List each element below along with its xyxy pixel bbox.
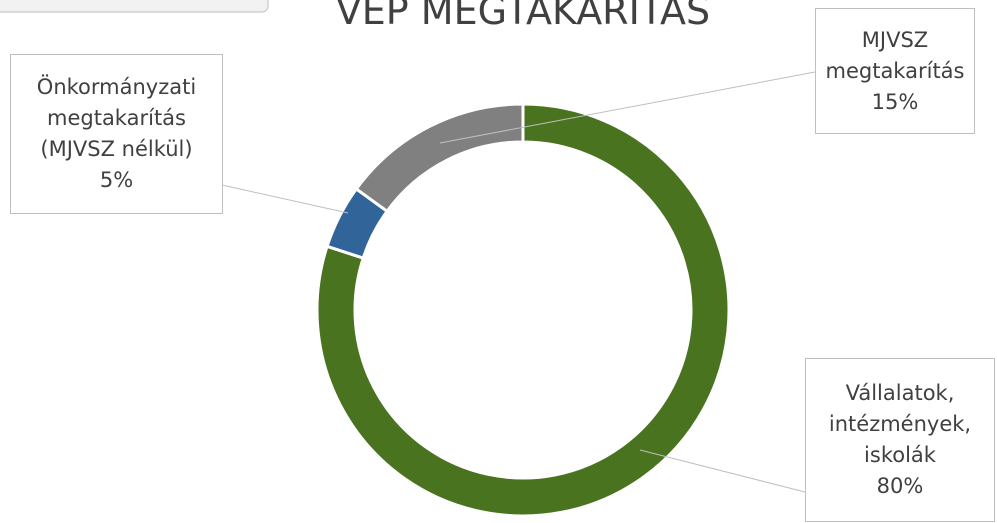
leader-line	[639, 449, 806, 493]
value-label: 80%	[876, 474, 924, 498]
category-label: Önkormányzati megtakarítás (MJVSZ nélkül…	[36, 75, 197, 161]
decoration	[0, 0, 269, 13]
category-label: Vállalatok, intézmények, iskolák	[828, 381, 972, 467]
donut-segment	[315, 102, 731, 518]
data-label: Önkormányzati megtakarítás (MJVSZ nélkül…	[10, 54, 223, 214]
leader-line	[439, 71, 816, 144]
category-label: MJVSZ megtakarítás	[825, 27, 965, 83]
donut-segment	[354, 102, 525, 214]
value-label: 15%	[871, 89, 919, 114]
leader-line	[221, 184, 349, 214]
data-label: Vállalatok, intézmények, iskolák 80%	[805, 358, 995, 522]
chart-title: VEP MEGTAKARÍTÁS	[336, 0, 710, 33]
value-label: 5%	[99, 168, 134, 192]
data-label: MJVSZ megtakarítás 15%	[815, 8, 975, 134]
